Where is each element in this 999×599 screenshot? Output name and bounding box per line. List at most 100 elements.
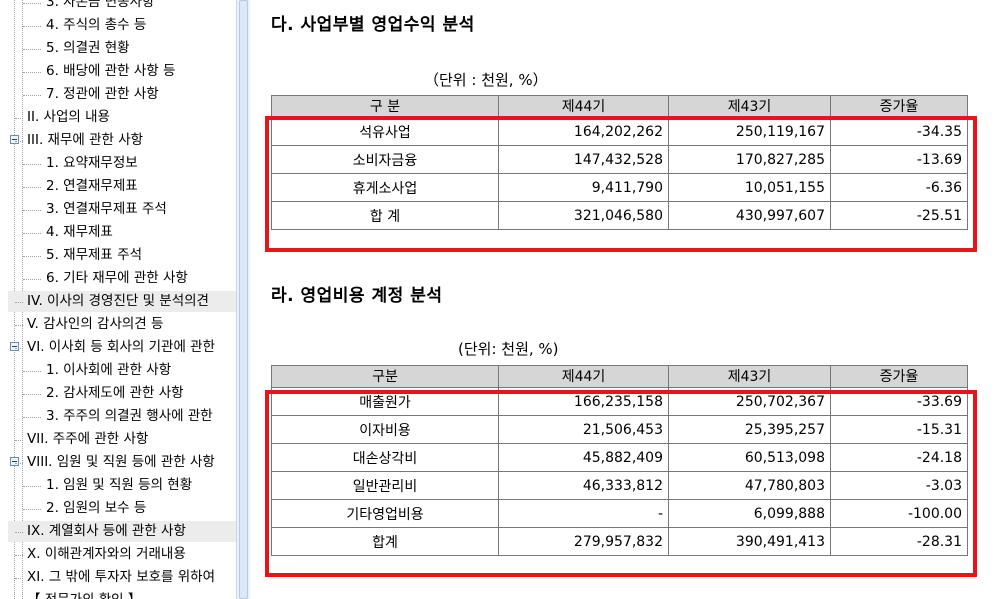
tree-item[interactable]: 4. 주식의 총수 등 — [0, 15, 236, 36]
tree-connector — [23, 417, 41, 418]
table-row: 합계 279,957,832 390,491,413 -28.31 — [271, 527, 968, 556]
tree-item-label: 【 전문가의 확인 】 — [27, 590, 141, 599]
value-cell: 9,411,790 — [498, 173, 669, 202]
tree-item[interactable]: 2. 임원의 보수 등 — [0, 498, 236, 519]
document-tree: 3. 자본금 변동사항 4. 주식의 총수 등 5. 의결권 현황 6. 배당에 관한… — [0, 0, 236, 599]
tree-item[interactable]: II. 사업의 내용 — [0, 107, 236, 128]
tree-item-label: 7. 정관에 관한 사항 — [46, 86, 159, 102]
value-cell: -6.36 — [830, 173, 968, 202]
tree-item[interactable]: 6. 기타 재무에 관한 사항 — [0, 268, 236, 289]
collapse-icon[interactable] — [10, 135, 19, 144]
tree-connector — [15, 118, 23, 119]
tree-item-label: VII. 주주에 관한 사항 — [27, 431, 149, 447]
tree-item[interactable]: IV. 이사의 경영진단 및 분석의견 — [8, 291, 236, 312]
tree-connector — [23, 210, 41, 211]
collapse-icon[interactable] — [10, 457, 19, 466]
tree-connector — [23, 72, 41, 73]
tree-connector — [23, 371, 41, 372]
tree-item-label: 3. 연결재무제표 주석 — [46, 201, 167, 217]
collapse-icon[interactable] — [10, 342, 19, 351]
tree-item[interactable]: XI. 그 밖에 투자자 보호를 위하여 — [0, 567, 236, 588]
tree-item[interactable]: III. 재무에 관한 사항 — [0, 130, 236, 151]
value-cell: -34.35 — [830, 117, 968, 146]
tree-item[interactable]: 3. 주주의 의결권 행사에 관한 — [0, 406, 236, 427]
value-cell: 45,882,409 — [498, 443, 669, 472]
tree-item[interactable]: 5. 의결권 현황 — [0, 38, 236, 59]
tree-item[interactable]: 6. 배당에 관한 사항 등 — [0, 61, 236, 82]
value-cell: 10,051,155 — [668, 173, 831, 202]
tree-connector — [15, 440, 23, 441]
value-cell: - — [498, 499, 669, 528]
tree-item[interactable]: 2. 감사제도에 관한 사항 — [0, 383, 236, 404]
tree-scrollbar[interactable] — [236, 0, 250, 599]
tree-item[interactable]: VIII. 임원 및 직원 등에 관한 사항 — [0, 452, 236, 473]
column-header: 구 분 — [271, 95, 499, 118]
column-header: 제43기 — [668, 365, 831, 388]
value-cell: 25,395,257 — [668, 415, 831, 444]
section1-title: 다. 사업부별 영업수익 분석 — [271, 15, 475, 35]
row-label-cell: 매출원가 — [271, 387, 499, 416]
tree-item[interactable]: 1. 요약재무정보 — [0, 153, 236, 174]
table-row: 대손상각비 45,882,409 60,513,098 -24.18 — [271, 443, 968, 472]
tree-connector — [23, 509, 41, 510]
tree-connector — [23, 394, 41, 395]
column-header: 제44기 — [498, 95, 669, 118]
tree-item-label: X. 이해관계자와의 거래내용 — [27, 546, 186, 562]
value-cell: 170,827,285 — [668, 145, 831, 174]
tree-item-label: VI. 이사회 등 회사의 기관에 관한 — [27, 339, 216, 355]
tree-item[interactable]: X. 이해관계자와의 거래내용 — [0, 544, 236, 565]
section2-unit-note: (단위: 천원, %) — [458, 340, 559, 358]
row-label-cell: 휴게소사업 — [271, 173, 499, 202]
value-cell: 60,513,098 — [668, 443, 831, 472]
tree-item-label: 1. 임원 및 직원 등의 현황 — [46, 477, 193, 493]
tree-connector — [23, 3, 41, 4]
tree-item[interactable]: 3. 자본금 변동사항 — [0, 0, 236, 13]
tree-item[interactable]: 4. 재무제표 — [0, 222, 236, 243]
tree-item-label: IV. 이사의 경영진단 및 분석의견 — [27, 293, 209, 309]
tree-item-label: 4. 재무제표 — [46, 224, 113, 240]
section1-unit-note: （단위 : 천원, %） — [424, 71, 548, 89]
tree-item[interactable]: 1. 임원 및 직원 등의 현황 — [0, 475, 236, 496]
tree-item[interactable]: 1. 이사회에 관한 사항 — [0, 360, 236, 381]
column-header: 제44기 — [498, 365, 669, 388]
row-label-cell: 대손상각비 — [271, 443, 499, 472]
tree-item[interactable]: IX. 계열회사 등에 관한 사항 — [8, 521, 236, 542]
value-cell: -33.69 — [830, 387, 968, 416]
column-header: 제43기 — [668, 95, 831, 118]
value-cell: 166,235,158 — [498, 387, 669, 416]
tree-connector — [15, 463, 23, 464]
tree-connector — [23, 164, 41, 165]
tree-item[interactable]: 5. 재무제표 주석 — [0, 245, 236, 266]
tree-item[interactable]: VII. 주주에 관한 사항 — [0, 429, 236, 450]
tree-item-label: IX. 계열회사 등에 관한 사항 — [27, 523, 186, 539]
table-row: 매출원가 166,235,158 250,702,367 -33.69 — [271, 387, 968, 416]
tree-item[interactable]: V. 감사인의 감사의견 등 — [0, 314, 236, 335]
tree-connector — [23, 49, 41, 50]
tree-item-label: III. 재무에 관한 사항 — [27, 132, 144, 148]
table-row: 합 계 321,046,580 430,997,607 -25.51 — [271, 201, 968, 230]
section1-table: 구 분 제44기 제43기 증가율 석유사업 164,202,262 250,119… — [271, 95, 968, 230]
tree-item-label: 2. 감사제도에 관한 사항 — [46, 385, 184, 401]
value-cell: 6,099,888 — [668, 499, 831, 528]
value-cell: 321,046,580 — [498, 201, 669, 230]
tree-connector — [15, 325, 23, 326]
row-label-cell: 소비자금융 — [271, 145, 499, 174]
table-row: 휴게소사업 9,411,790 10,051,155 -6.36 — [271, 173, 968, 202]
tree-item[interactable]: VI. 이사회 등 회사의 기관에 관한 — [0, 337, 236, 358]
tree-item-label: 6. 배당에 관한 사항 등 — [46, 63, 176, 79]
column-header: 증가율 — [830, 365, 968, 388]
section2-title: 라. 영업비용 계정 분석 — [271, 286, 443, 306]
tree-item-label: VIII. 임원 및 직원 등에 관한 사항 — [27, 454, 215, 470]
tree-item[interactable]: 3. 연결재무제표 주석 — [0, 199, 236, 220]
value-cell: 164,202,262 — [498, 117, 669, 146]
tree-item-label: 5. 재무제표 주석 — [46, 247, 142, 263]
tree-item[interactable]: 【 전문가의 확인 】 — [0, 590, 236, 599]
tree-scrollbar-thumb[interactable] — [239, 0, 248, 599]
value-cell: 390,491,413 — [668, 527, 831, 556]
tree-item[interactable]: 2. 연결재무제표 — [0, 176, 236, 197]
tree-item[interactable]: 7. 정관에 관한 사항 — [0, 84, 236, 105]
table-row: 소비자금융 147,432,528 170,827,285 -13.69 — [271, 145, 968, 174]
value-cell: 21,506,453 — [498, 415, 669, 444]
tree-item-label: 2. 연결재무제표 — [46, 178, 138, 194]
value-cell: -3.03 — [830, 471, 968, 500]
